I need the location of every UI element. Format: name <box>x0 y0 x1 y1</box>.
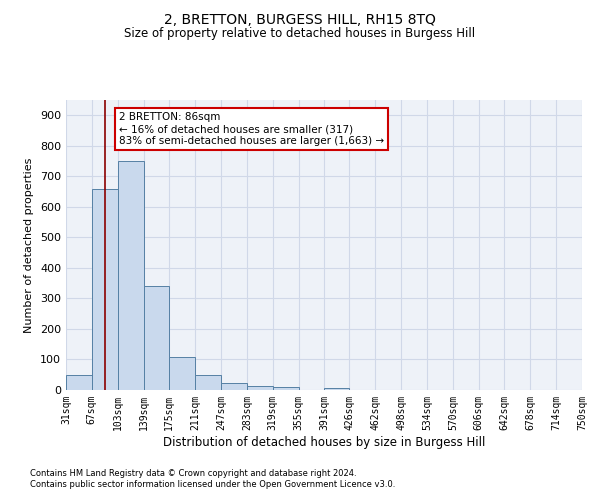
Text: Contains HM Land Registry data © Crown copyright and database right 2024.: Contains HM Land Registry data © Crown c… <box>30 468 356 477</box>
Bar <box>92 188 118 390</box>
Text: 2 BRETTON: 86sqm
← 16% of detached houses are smaller (317)
83% of semi-detached: 2 BRETTON: 86sqm ← 16% of detached house… <box>119 112 384 146</box>
Bar <box>272 387 299 390</box>
Text: 2, BRETTON, BURGESS HILL, RH15 8TQ: 2, BRETTON, BURGESS HILL, RH15 8TQ <box>164 12 436 26</box>
Bar <box>118 161 143 390</box>
Bar <box>325 388 349 390</box>
Bar <box>66 374 92 390</box>
Text: Size of property relative to detached houses in Burgess Hill: Size of property relative to detached ho… <box>124 28 476 40</box>
Bar <box>221 384 247 390</box>
Text: Contains public sector information licensed under the Open Government Licence v3: Contains public sector information licen… <box>30 480 395 489</box>
Y-axis label: Number of detached properties: Number of detached properties <box>25 158 34 332</box>
Bar <box>169 357 195 390</box>
Bar <box>143 286 169 390</box>
Bar <box>247 386 272 390</box>
X-axis label: Distribution of detached houses by size in Burgess Hill: Distribution of detached houses by size … <box>163 436 485 448</box>
Bar <box>195 376 221 390</box>
